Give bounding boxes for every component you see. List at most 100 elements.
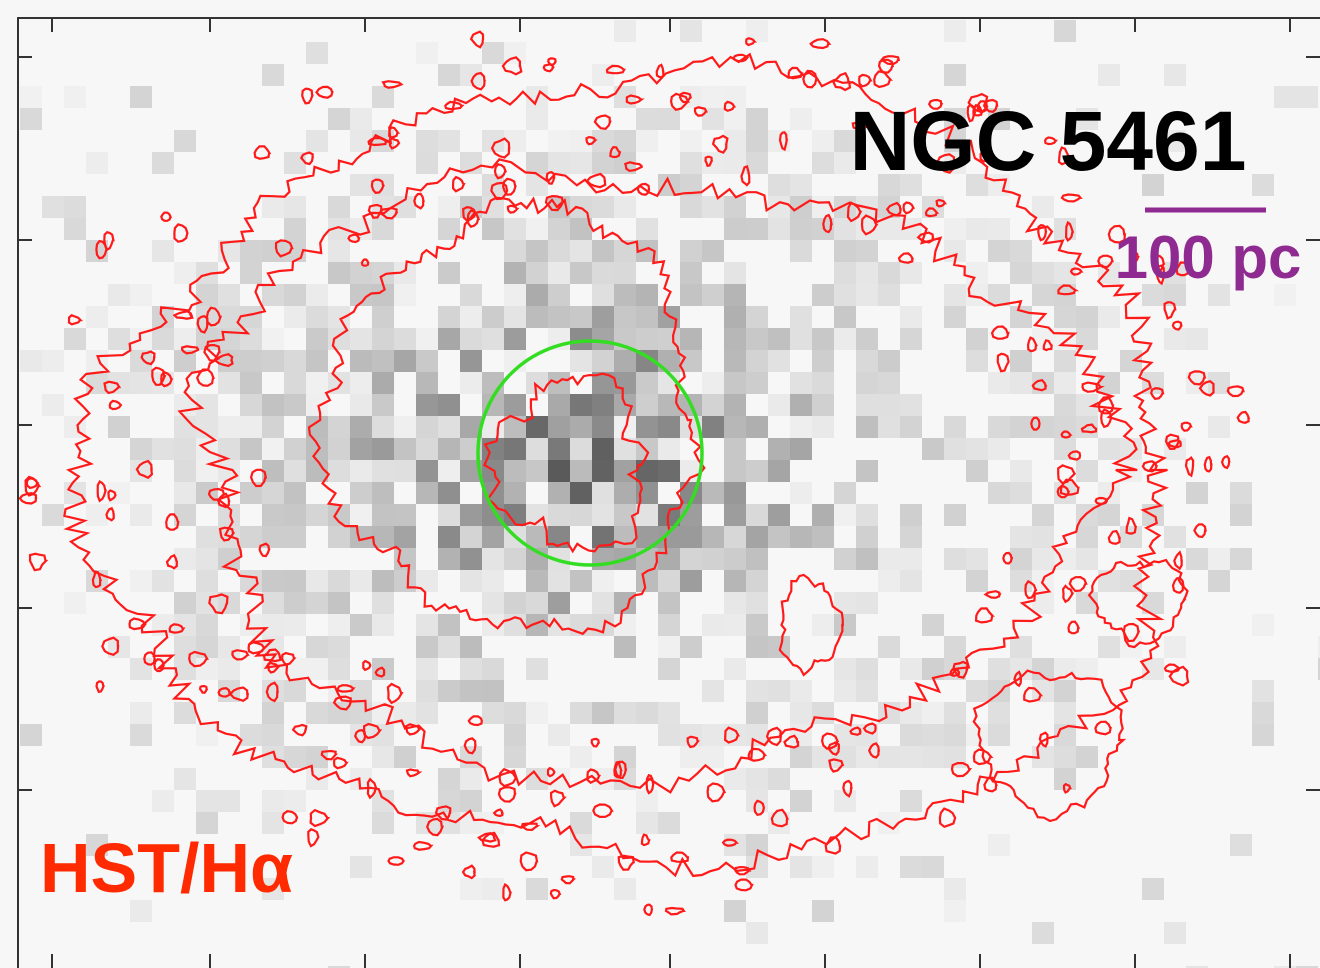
xray-pixel (460, 372, 482, 394)
xray-pixel (482, 592, 504, 614)
xray-pixel (460, 350, 482, 372)
xray-pixel (306, 372, 328, 394)
xray-pixel (526, 262, 548, 284)
xray-pixel (1164, 328, 1186, 350)
xray-pixel (614, 372, 636, 394)
xray-pixel (284, 460, 306, 482)
xray-pixel (350, 438, 372, 460)
xray-pixel (1032, 548, 1054, 570)
xray-pixel (416, 482, 438, 504)
xray-pixel (86, 152, 108, 174)
xray-pixel (438, 196, 460, 218)
xray-pixel (240, 416, 262, 438)
xray-pixel (548, 152, 570, 174)
xray-pixel (724, 262, 746, 284)
xray-pixel (680, 130, 702, 152)
xray-pixel (856, 284, 878, 306)
xray-pixel (482, 680, 504, 702)
xray-pixel (592, 460, 614, 482)
xray-pixel (526, 152, 548, 174)
xray-pixel (438, 636, 460, 658)
xray-pixel (724, 658, 746, 680)
xray-pixel (834, 482, 856, 504)
xray-pixel (130, 658, 152, 680)
xray-pixel (746, 592, 768, 614)
xray-pixel (1054, 438, 1076, 460)
xray-pixel (724, 900, 746, 922)
xray-pixel (526, 306, 548, 328)
xray-pixel (702, 614, 724, 636)
xray-pixel (966, 570, 988, 592)
xray-pixel (812, 900, 834, 922)
xray-pixel (526, 614, 548, 636)
xray-pixel (240, 724, 262, 746)
xray-pixel (900, 262, 922, 284)
xray-pixel (592, 262, 614, 284)
xray-pixel (174, 438, 196, 460)
xray-pixel (900, 548, 922, 570)
xray-pixel (878, 812, 900, 834)
xray-pixel (416, 42, 438, 64)
xray-pixel (702, 526, 724, 548)
xray-pixel (262, 570, 284, 592)
xray-pixel (834, 746, 856, 768)
xray-pixel (526, 592, 548, 614)
xray-pixel (394, 504, 416, 526)
xray-pixel (394, 328, 416, 350)
xray-pixel (746, 548, 768, 570)
xray-pixel (1054, 680, 1076, 702)
xray-pixel (284, 504, 306, 526)
xray-pixel (790, 372, 812, 394)
xray-pixel (680, 570, 702, 592)
xray-pixel (218, 372, 240, 394)
xray-pixel (680, 548, 702, 570)
xray-pixel (1164, 526, 1186, 548)
xray-pixel (1164, 922, 1186, 944)
xray-pixel (614, 350, 636, 372)
xray-pixel (1076, 746, 1098, 768)
xray-pixel (262, 284, 284, 306)
xray-pixel (306, 636, 328, 658)
xray-pixel (526, 284, 548, 306)
xray-pixel (438, 130, 460, 152)
xray-pixel (900, 856, 922, 878)
xray-pixel (1098, 438, 1120, 460)
xray-pixel (284, 614, 306, 636)
xray-pixel (174, 130, 196, 152)
xray-pixel (482, 878, 504, 900)
xray-pixel (504, 306, 526, 328)
xray-pixel (856, 240, 878, 262)
xray-pixel (482, 702, 504, 724)
xray-pixel (394, 570, 416, 592)
xray-pixel (306, 350, 328, 372)
xray-pixel (1098, 636, 1120, 658)
xray-pixel (438, 482, 460, 504)
xray-pixel (680, 746, 702, 768)
xray-pixel (438, 614, 460, 636)
xray-pixel (218, 658, 240, 680)
xray-pixel (636, 790, 658, 812)
xray-pixel (592, 702, 614, 724)
xray-pixel (262, 416, 284, 438)
xray-pixel (966, 262, 988, 284)
xray-pixel (900, 504, 922, 526)
xray-pixel (746, 724, 768, 746)
xray-pixel (526, 702, 548, 724)
xray-pixel (1230, 834, 1252, 856)
xray-pixel (438, 438, 460, 460)
xray-pixel (658, 658, 680, 680)
xray-pixel (548, 394, 570, 416)
xray-pixel (284, 306, 306, 328)
xray-pixel (1120, 526, 1142, 548)
xray-pixel (834, 240, 856, 262)
xray-pixel (636, 394, 658, 416)
xray-pixel (306, 328, 328, 350)
xray-pixel (614, 262, 636, 284)
xray-pixel (812, 372, 834, 394)
xray-pixel (658, 416, 680, 438)
xray-pixel (702, 680, 724, 702)
xray-pixel (130, 372, 152, 394)
xray-pixel (570, 152, 592, 174)
xray-pixel (966, 460, 988, 482)
xray-pixel (1186, 548, 1208, 570)
